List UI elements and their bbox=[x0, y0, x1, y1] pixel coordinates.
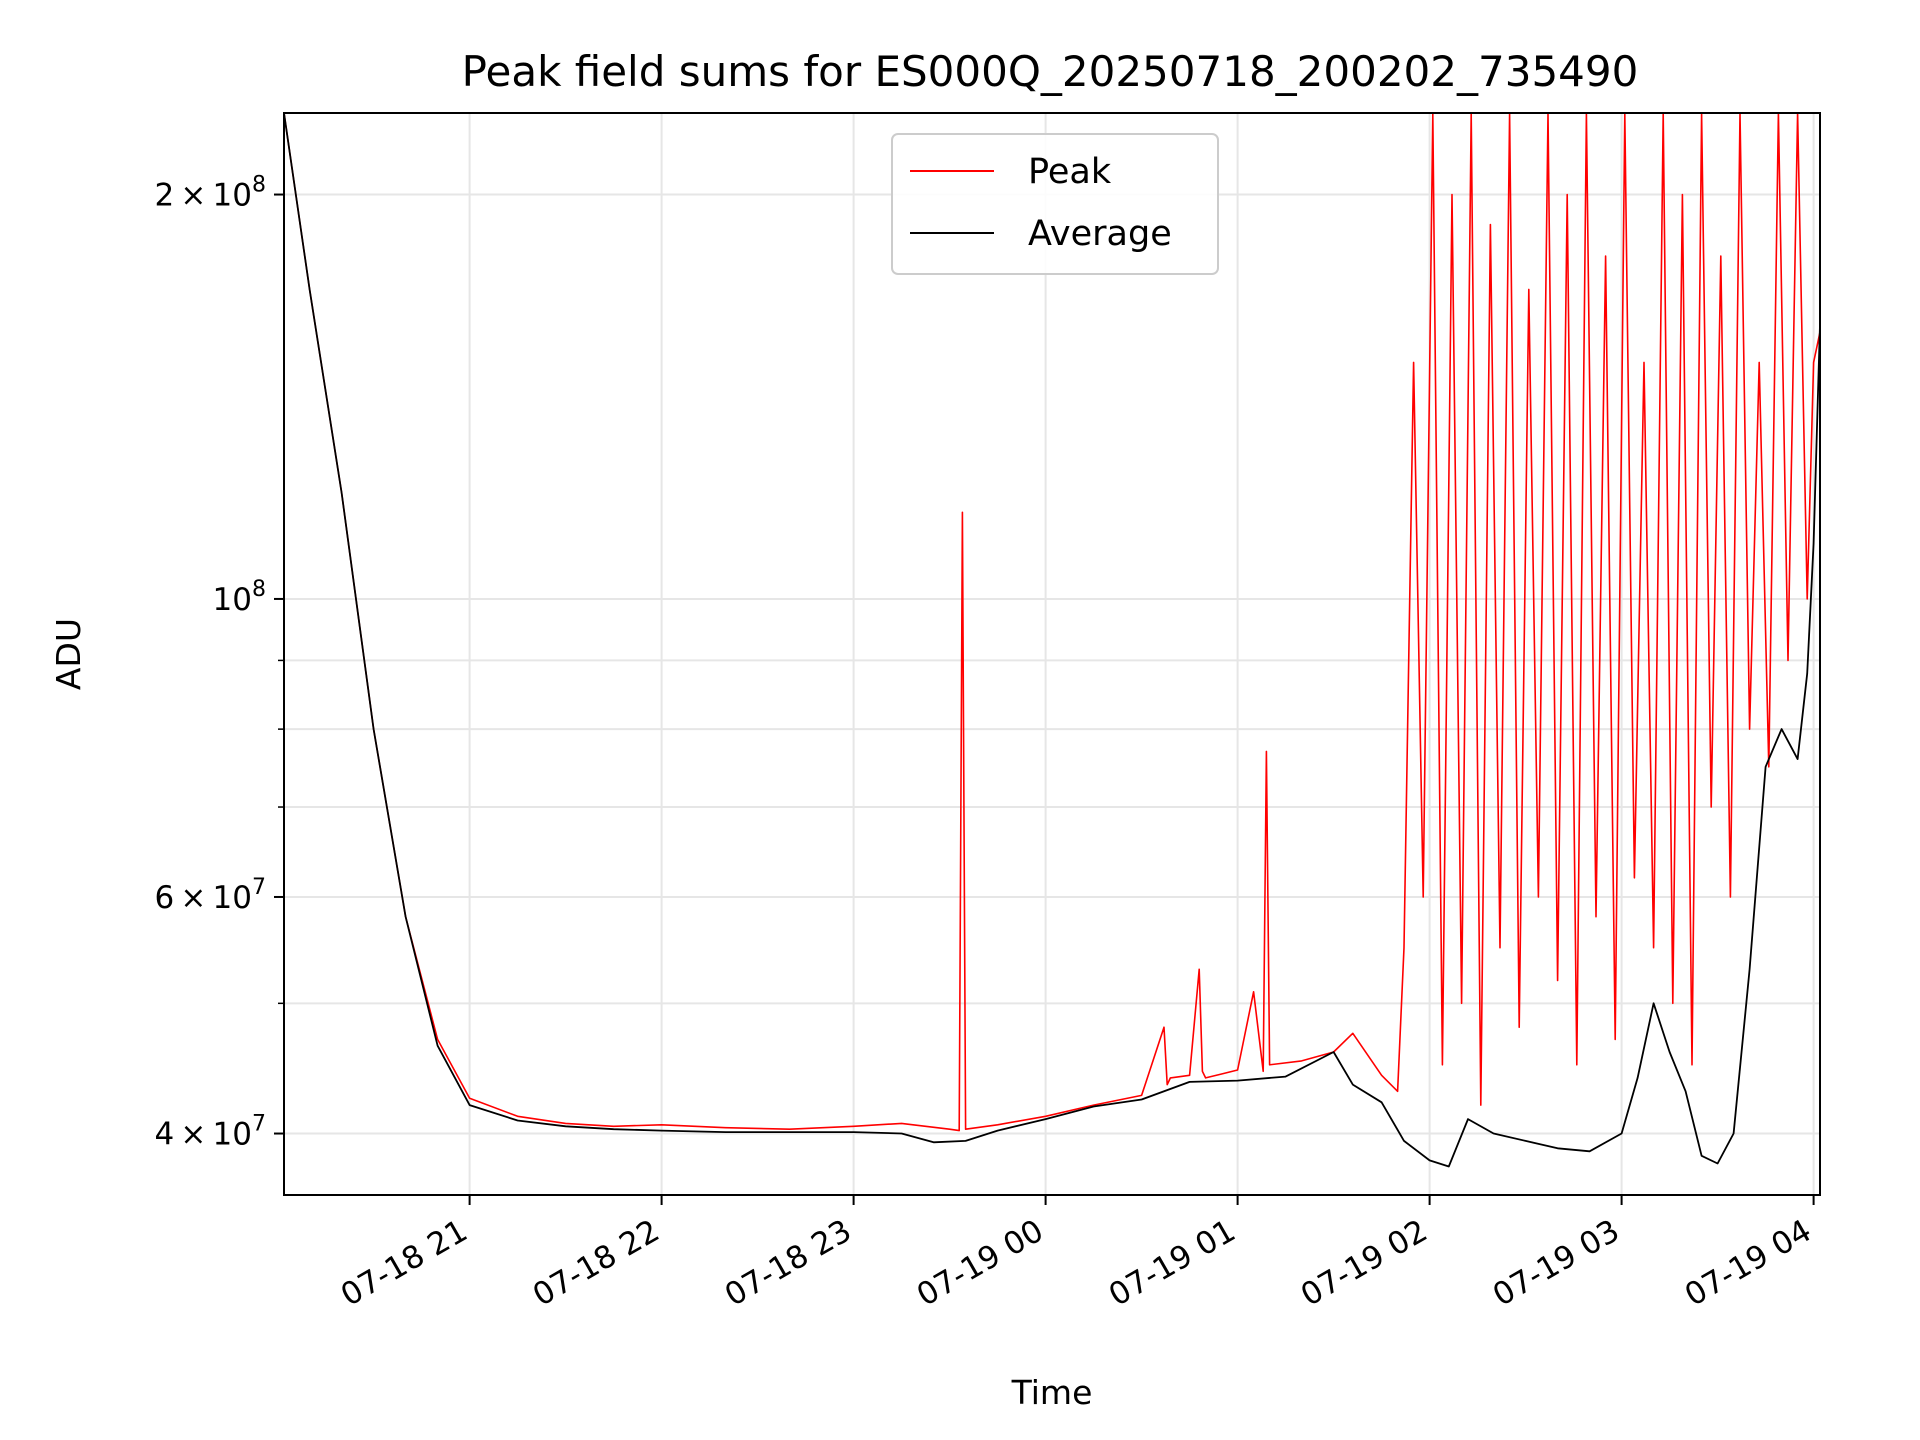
y-axis-title: ADU bbox=[49, 618, 88, 690]
legend: Peak Average bbox=[891, 133, 1219, 275]
series-line-average bbox=[284, 113, 1820, 1168]
y-tick-label: 4 × 107 bbox=[154, 1112, 266, 1153]
y-tick-label: 108 bbox=[213, 577, 266, 618]
y-axis: 4 × 107 6 × 107 108 2 × 108 bbox=[154, 173, 284, 1153]
y-tick-label: 6 × 107 bbox=[154, 875, 266, 916]
y-tick-label: 2 × 108 bbox=[154, 173, 266, 214]
series-layer bbox=[284, 113, 1820, 1168]
chart-title: Peak field sums for ES000Q_20250718_2002… bbox=[462, 47, 1639, 96]
legend-label-peak: Peak bbox=[1028, 152, 1112, 192]
legend-box bbox=[891, 133, 1219, 275]
grid-lines bbox=[284, 113, 1820, 1195]
x-axis-title: Time bbox=[1011, 1373, 1093, 1412]
plot-frame bbox=[283, 112, 1821, 1196]
series-line-peak bbox=[284, 113, 1820, 1132]
legend-label-average: Average bbox=[1028, 214, 1172, 254]
